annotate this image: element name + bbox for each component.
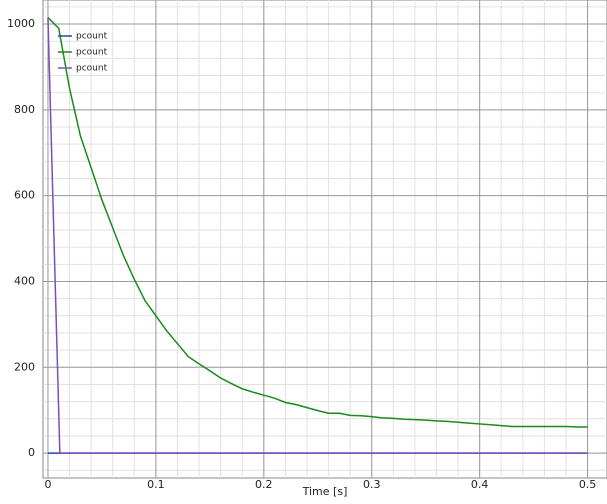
- x-tick-label: 0.5: [579, 478, 597, 491]
- x-tick-label: 0: [44, 478, 51, 491]
- legend-label: pcount: [76, 32, 108, 42]
- x-tick-label: 0.1: [147, 478, 165, 491]
- y-tick-label: 1000: [7, 17, 35, 30]
- x-axis-label: Time [s]: [302, 485, 348, 498]
- y-tick-label: 0: [28, 446, 35, 459]
- x-tick-label: 0.3: [363, 478, 381, 491]
- y-tick-label: 400: [14, 274, 35, 287]
- plot-area: [42, 0, 607, 479]
- x-tick-label: 0.4: [471, 478, 489, 491]
- data-line: [47, 17, 588, 428]
- legend-label: pcount: [76, 64, 108, 74]
- y-tick-label: 600: [14, 189, 35, 202]
- y-tick-label: 200: [14, 360, 35, 373]
- data-line: [47, 17, 588, 454]
- x-tick-label: 0.2: [255, 478, 273, 491]
- y-tick-label: 800: [14, 103, 35, 116]
- legend-label: pcount: [76, 48, 108, 58]
